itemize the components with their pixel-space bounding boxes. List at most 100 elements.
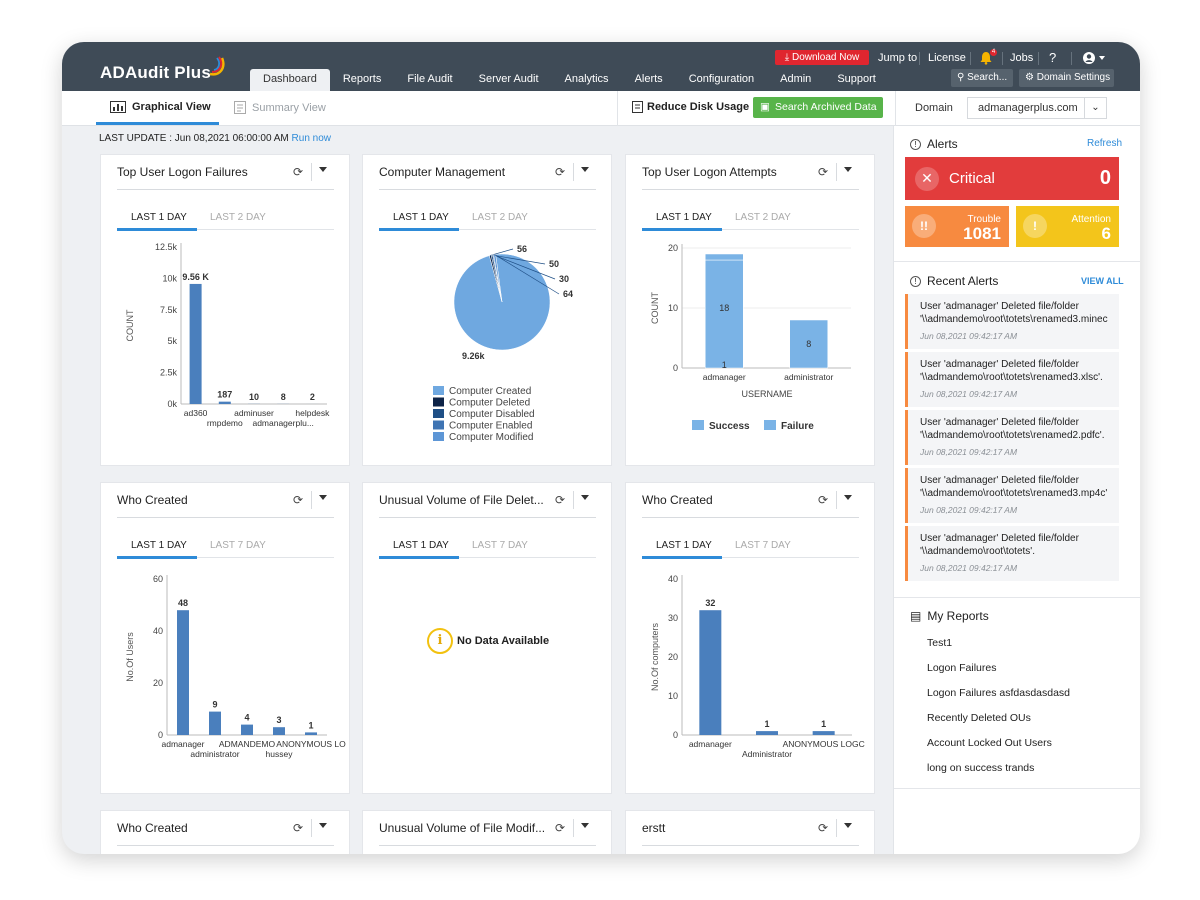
report-link[interactable]: Recently Deleted OUs (927, 712, 1031, 724)
help-icon[interactable]: ? (1049, 50, 1057, 65)
alert-line2: '\\admandemo\root\totets\renamed3.mp4c' (920, 488, 1108, 499)
legend-label: Computer Modified (449, 432, 533, 443)
search-button[interactable]: ⚲ Search... (951, 69, 1013, 87)
caret-down-icon[interactable] (844, 495, 852, 500)
data-label: 2 (310, 392, 315, 402)
report-link[interactable]: Test1 (927, 637, 953, 649)
widget-who-created-computers: Who Created ⟳ LAST 1 DAY LAST 7 DAY No.O… (625, 482, 875, 794)
refresh-icon[interactable]: ⟳ (818, 493, 829, 507)
tab-dashboard[interactable]: Dashboard (250, 69, 330, 91)
recent-alert-item[interactable]: User 'admanager' Deleted file/folder '\\… (905, 410, 1119, 465)
critical-alerts-tile[interactable]: ✕ Critical 0 (905, 157, 1119, 200)
view-all-link[interactable]: VIEW ALL (1081, 276, 1124, 286)
y-axis-label: COUNT (125, 309, 135, 341)
bell-badge: 4 (990, 49, 997, 56)
bell-icon[interactable] (979, 51, 993, 65)
alert-line1: User 'admanager' Deleted file/folder (920, 417, 1079, 428)
my-reports-heading: ▤ My Reports (910, 609, 989, 623)
divider (642, 189, 859, 190)
divider (379, 557, 596, 558)
tab-admin[interactable]: Admin (780, 73, 812, 85)
caret-down-icon[interactable] (581, 495, 589, 500)
search-archived-data-button[interactable]: ▣ Search Archived Data (753, 97, 883, 118)
caret-down-icon[interactable] (844, 823, 852, 828)
recent-alert-item[interactable]: User 'admanager' Deleted file/folder '\\… (905, 294, 1119, 349)
refresh-icon[interactable]: ⟳ (293, 165, 304, 179)
caret-down-icon[interactable] (844, 167, 852, 172)
tab-last-1-day[interactable]: LAST 1 DAY (656, 540, 712, 551)
download-now-button[interactable]: ⤓ Download Now (775, 50, 869, 65)
caret-down-icon[interactable] (581, 823, 589, 828)
license-link[interactable]: License (928, 52, 966, 64)
user-avatar-icon[interactable] (1083, 51, 1107, 65)
data-label: 187 (217, 390, 232, 400)
tab-last-2-day[interactable]: LAST 2 DAY (472, 212, 528, 223)
active-tab-indicator (117, 556, 197, 559)
report-link[interactable]: Account Locked Out Users (927, 737, 1052, 749)
tab-last-1-day[interactable]: LAST 1 DAY (131, 540, 187, 551)
active-tab-indicator (642, 556, 722, 559)
refresh-icon[interactable]: ⟳ (293, 821, 304, 835)
caret-down-icon[interactable] (319, 495, 327, 500)
caret-down-icon[interactable] (581, 167, 589, 172)
caret-down-icon[interactable] (319, 823, 327, 828)
tab-last-1-day[interactable]: LAST 1 DAY (393, 212, 449, 223)
tab-last-2-day[interactable]: LAST 2 DAY (735, 212, 791, 223)
caret-down-icon[interactable] (319, 167, 327, 172)
summary-view-tab[interactable]: Summary View (234, 101, 326, 114)
refresh-icon[interactable]: ⟳ (818, 165, 829, 179)
trouble-alerts-tile[interactable]: !! Trouble 1081 (905, 206, 1009, 247)
tab-last-7-day[interactable]: LAST 7 DAY (735, 540, 791, 551)
recent-alert-item[interactable]: User 'admanager' Deleted file/folder '\\… (905, 468, 1119, 523)
refresh-icon[interactable]: ⟳ (293, 493, 304, 507)
x-tick-label: rmpdemo (207, 418, 243, 428)
y-axis-label: No.Of computers (650, 622, 660, 691)
attention-alerts-tile[interactable]: ! Attention 6 (1016, 206, 1119, 247)
archive-icon: ▣ (760, 101, 770, 113)
bar (241, 724, 253, 735)
tab-reports[interactable]: Reports (342, 73, 382, 85)
recent-alert-item[interactable]: User 'admanager' Deleted file/folder '\\… (905, 352, 1119, 407)
tab-last-7-day[interactable]: LAST 7 DAY (210, 540, 266, 551)
tab-server-audit[interactable]: Server Audit (478, 73, 539, 85)
domain-select[interactable]: admanagerplus.com ⌄ (967, 97, 1107, 119)
widget-erstt: erstt ⟳ (625, 810, 875, 854)
report-link[interactable]: Logon Failures (927, 662, 997, 674)
report-link[interactable]: long on success trands (927, 762, 1035, 774)
refresh-link[interactable]: Refresh (1087, 138, 1123, 149)
y-tick-label: 40 (153, 626, 163, 636)
recent-alert-item[interactable]: User 'admanager' Deleted file/folder '\\… (905, 526, 1119, 581)
refresh-icon[interactable]: ⟳ (555, 821, 566, 835)
tab-last-7-day[interactable]: LAST 7 DAY (472, 540, 528, 551)
data-label: 18 (719, 303, 729, 313)
bar (273, 727, 285, 735)
x-tick-label: administrator (190, 749, 239, 759)
search-archived-label: Search Archived Data (775, 101, 877, 113)
app-logo[interactable]: ADAudit Plus (100, 63, 212, 82)
tab-configuration[interactable]: Configuration (688, 73, 755, 85)
domain-settings-button[interactable]: ⚙ Domain Settings (1019, 69, 1114, 87)
tab-file-audit[interactable]: File Audit (407, 73, 453, 85)
no-data-message: i No Data Available (427, 628, 549, 654)
reduce-disk-usage-button[interactable]: Reduce Disk Usage (632, 101, 749, 113)
tab-support[interactable]: Support (837, 73, 876, 85)
jobs-link[interactable]: Jobs (1010, 52, 1034, 64)
graphical-view-tab[interactable]: Graphical View (110, 101, 211, 113)
report-link[interactable]: Logon Failures asfdasdasdasd (927, 687, 1071, 699)
trouble-count: 1081 (963, 224, 1001, 243)
refresh-icon[interactable]: ⟳ (555, 165, 566, 179)
attention-count: 6 (1101, 224, 1111, 243)
who-created-users-chart: No.Of Users 0 20 40 60 48 admanager 9 administra… (125, 574, 346, 759)
refresh-icon[interactable]: ⟳ (555, 493, 566, 507)
tab-alerts[interactable]: Alerts (634, 73, 663, 85)
jump-to-link[interactable]: Jump to (878, 52, 918, 64)
tab-last-1-day[interactable]: LAST 1 DAY (656, 212, 712, 223)
y-tick-label: 30 (668, 613, 678, 623)
tab-analytics[interactable]: Analytics (564, 73, 609, 85)
run-now-link[interactable]: Run now (291, 133, 331, 144)
tab-last-2-day[interactable]: LAST 2 DAY (210, 212, 266, 223)
x-tick-label: ad360 (184, 408, 208, 418)
refresh-icon[interactable]: ⟳ (818, 821, 829, 835)
tab-last-1-day[interactable]: LAST 1 DAY (393, 540, 449, 551)
tab-last-1-day[interactable]: LAST 1 DAY (131, 212, 187, 223)
